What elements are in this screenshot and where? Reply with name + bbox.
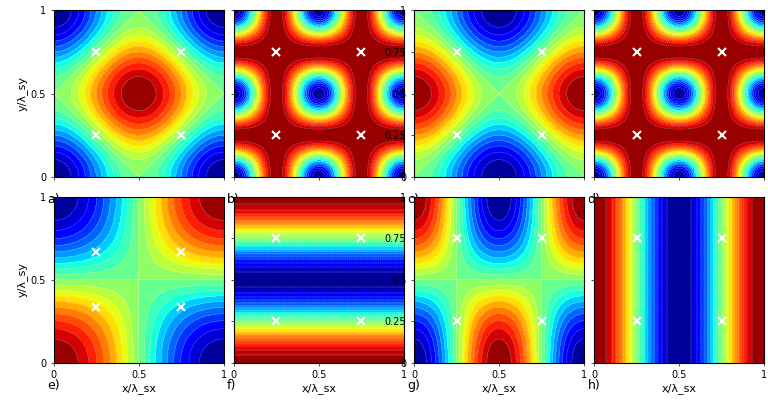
Text: c): c): [407, 193, 419, 206]
Y-axis label: y/λ_sy: y/λ_sy: [17, 76, 28, 111]
Text: a): a): [47, 193, 60, 206]
X-axis label: x/λ_sx: x/λ_sx: [482, 383, 517, 394]
Text: e): e): [47, 379, 60, 392]
X-axis label: x/λ_sx: x/λ_sx: [301, 383, 336, 394]
Y-axis label: y/λ_sy: y/λ_sy: [17, 262, 28, 297]
Text: f): f): [227, 379, 237, 392]
Text: g): g): [407, 379, 420, 392]
Text: d): d): [588, 193, 601, 206]
Text: b): b): [227, 193, 240, 206]
Text: h): h): [588, 379, 600, 392]
X-axis label: x/λ_sx: x/λ_sx: [121, 383, 156, 394]
X-axis label: x/λ_sx: x/λ_sx: [662, 383, 697, 394]
